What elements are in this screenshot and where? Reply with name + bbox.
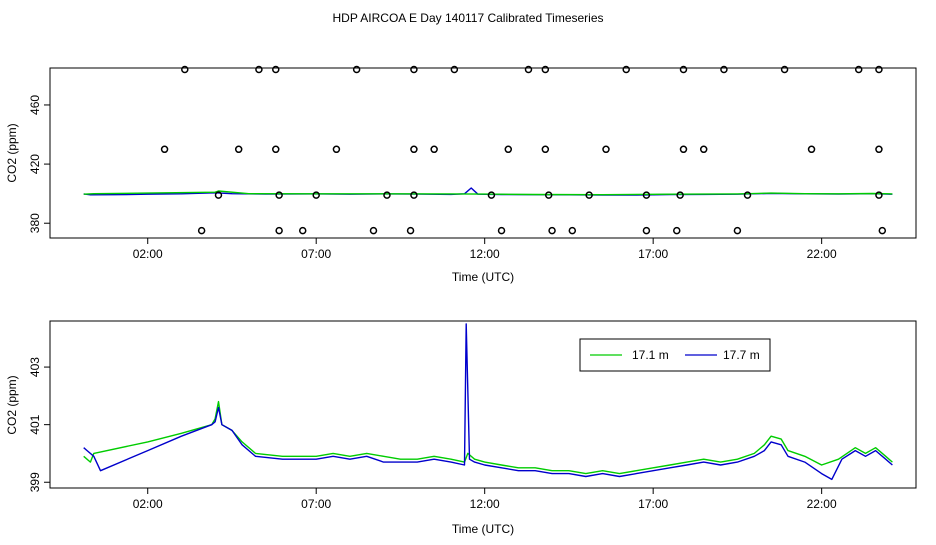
bottom-x-tick-label: 07:00	[301, 497, 331, 511]
top-outlier-point	[430, 145, 438, 154]
legend-label-17-1m: 17.1 m	[632, 348, 669, 362]
top-series-line-1	[83, 190, 893, 196]
bottom-panel-xlabel: Time (UTC)	[452, 522, 514, 536]
top-outlier-point	[497, 226, 506, 235]
top-outlier-point	[720, 65, 728, 74]
bottom-x-tick-label: 02:00	[133, 497, 163, 511]
top-outlier-point	[275, 191, 283, 199]
top-outlier-point	[406, 226, 415, 235]
bottom-panel: Time (UTC) CO2 (ppm) 02:00 07:00 12:00 17:0…	[5, 320, 917, 536]
top-outlier-point	[743, 191, 752, 199]
top-outlier-point	[214, 191, 223, 199]
top-outlier-point	[676, 191, 684, 199]
top-x-tick-label: 17:00	[638, 247, 668, 261]
bottom-series-line-0	[83, 400, 893, 475]
top-outlier-point	[504, 145, 513, 154]
top-outlier-point	[585, 191, 593, 199]
top-outlier-point	[642, 226, 651, 235]
top-panel-x-axis: 02:00 07:00 12:00 17:00 22:00	[133, 238, 837, 261]
top-outlier-point	[875, 65, 883, 74]
top-outlier-point	[272, 145, 280, 154]
bottom-panel-series	[83, 323, 893, 481]
top-outlier-point	[298, 226, 307, 235]
bottom-x-tick-label: 22:00	[807, 497, 837, 511]
top-outlier-point	[160, 145, 169, 154]
top-x-tick-label: 22:00	[807, 247, 837, 261]
bottom-x-tick-label: 12:00	[470, 497, 500, 511]
top-y-tick-label: 380	[28, 213, 42, 233]
top-outlier-point	[642, 191, 651, 199]
legend-box	[579, 338, 771, 372]
bottom-panel-x-axis: 02:00 07:00 12:00 17:00 22:00	[133, 488, 837, 511]
bottom-panel-frame	[49, 320, 917, 489]
top-outlier-point	[234, 145, 243, 154]
top-outlier-point	[679, 145, 688, 154]
top-outlier-point	[541, 145, 550, 154]
bottom-y-tick-label: 399	[28, 472, 42, 492]
legend-label-17-7m: 17.7 m	[723, 348, 760, 362]
top-y-tick-label: 460	[28, 95, 42, 115]
top-outlier-point	[352, 65, 361, 74]
top-panel-xlabel: Time (UTC)	[452, 270, 514, 284]
bottom-series-line-1	[83, 323, 893, 481]
top-panel: Time (UTC) CO2 (ppm) 02:00 07:00 12:00 17:0…	[5, 65, 917, 284]
top-outlier-point	[275, 226, 283, 235]
top-outlier-point	[332, 145, 341, 154]
top-x-tick-label: 07:00	[301, 247, 331, 261]
bottom-panel-y-axis: 399 401 403	[28, 357, 50, 492]
top-outlier-point	[854, 65, 863, 74]
bottom-x-tick-label: 17:00	[638, 497, 668, 511]
top-outlier-point	[568, 226, 577, 235]
top-outlier-point	[255, 65, 263, 74]
legend: 17.1 m 17.7 m	[579, 338, 771, 372]
bottom-panel-ylabel: CO2 (ppm)	[5, 375, 19, 434]
top-panel-series	[83, 65, 893, 235]
top-outlier-point	[383, 191, 391, 199]
top-panel-y-axis: 380 420 460	[28, 95, 50, 233]
top-outlier-point	[733, 226, 742, 235]
top-outlier-point	[197, 226, 206, 235]
top-outlier-point	[312, 191, 320, 199]
top-outlier-point	[410, 65, 418, 74]
top-outlier-point	[487, 191, 496, 199]
top-outlier-point	[369, 226, 378, 235]
top-outlier-point	[181, 65, 189, 74]
top-panel-ylabel: CO2 (ppm)	[5, 123, 19, 182]
top-outlier-point	[807, 145, 816, 154]
top-outlier-point	[699, 145, 708, 154]
bottom-y-tick-label: 401	[28, 414, 42, 434]
top-outlier-point	[272, 65, 280, 74]
top-x-tick-label: 12:00	[470, 247, 500, 261]
top-outlier-point	[410, 145, 418, 154]
top-outlier-point	[410, 191, 418, 199]
top-outlier-point	[541, 65, 550, 74]
top-outlier-point	[602, 145, 610, 154]
top-outlier-point	[875, 145, 883, 154]
top-outlier-point	[524, 65, 533, 74]
top-outlier-point	[878, 226, 887, 235]
top-outlier-point	[622, 65, 630, 74]
top-outlier-point	[780, 65, 789, 74]
top-outlier-point	[679, 65, 688, 74]
chart-title: HDP AIRCOA E Day 140117 Calibrated Times…	[332, 11, 603, 25]
top-outlier-point	[450, 65, 459, 74]
top-outlier-point	[673, 226, 681, 235]
top-outlier-point	[548, 226, 556, 235]
top-outlier-point	[875, 191, 883, 199]
top-y-tick-label: 420	[28, 154, 42, 174]
top-outlier-point	[544, 191, 553, 199]
top-panel-frame	[49, 67, 917, 239]
bottom-y-tick-label: 403	[28, 357, 42, 377]
top-x-tick-label: 02:00	[133, 247, 163, 261]
